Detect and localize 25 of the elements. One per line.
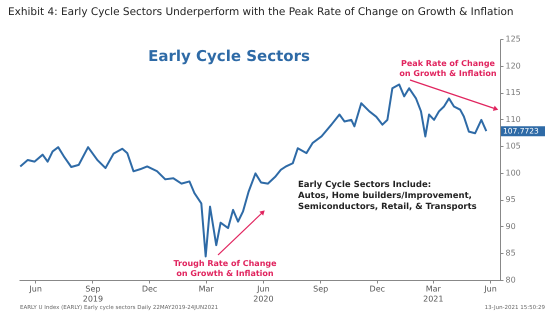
- x-tick-label: Mar 2021: [423, 284, 444, 304]
- y-tick-label: 80: [506, 276, 516, 284]
- x-tick-label: Jun: [483, 284, 497, 294]
- annotation: Early Cycle Sectors: [148, 47, 310, 65]
- y-tick-label: 85: [506, 248, 516, 258]
- y-tick-label: 120: [506, 61, 521, 70]
- line-series: [19, 84, 488, 258]
- annotation: Trough Rate of Change on Growth & Inflation: [173, 259, 278, 278]
- x-tick-label: Sep 2019: [82, 284, 104, 304]
- y-tick-label: 100: [506, 168, 521, 178]
- x-tick-label: Jun 2020: [253, 284, 274, 304]
- chart-title: Exhibit 4: Early Cycle Sectors Underperform with the Peak Rate of Change on Growth & Inflation: [8, 6, 514, 18]
- annotation: Early Cycle Sectors Include: Autos, Home builders/Improvement, Semiconductors, Retail, & Transports: [298, 180, 477, 212]
- y-tick-label: 115: [506, 88, 521, 98]
- y-tick-label: 105: [506, 142, 521, 151]
- y-tick-label: 125: [506, 34, 521, 44]
- x-tick-label: Mar: [198, 284, 214, 294]
- x-tick-label: Jun: [28, 284, 42, 294]
- y-tick-label: 110: [506, 114, 521, 124]
- y-tick-label: 90: [506, 222, 516, 231]
- y-tick-label: 95: [506, 195, 516, 204]
- annotation: Peak Rate of Change on Growth & Inflation: [399, 59, 497, 78]
- x-tick-label: Sep: [313, 284, 328, 294]
- x-tick-label: Dec: [142, 284, 158, 294]
- x-tick-label: Dec: [370, 284, 386, 294]
